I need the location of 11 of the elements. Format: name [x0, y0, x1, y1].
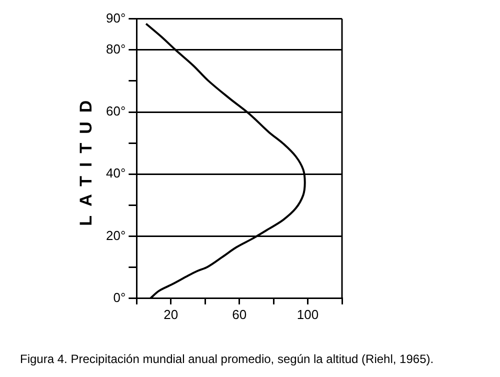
y-tick-label: 80° [106, 41, 126, 56]
y-tick-label: 90° [106, 10, 126, 26]
y-tick-label: 20° [106, 228, 126, 243]
y-tick-label: 40° [106, 166, 126, 181]
y-tick-label: 0° [113, 290, 126, 305]
text: Figura 4. Precipitación mundial anual promedio, según la altitud (Riehl, 1965). [20, 352, 435, 366]
x-tick-label: 100 [296, 306, 319, 322]
y-axis-title: LATITUD [76, 91, 96, 226]
x-tick-label: 60 [232, 306, 247, 322]
y-tick-label: 60° [106, 104, 126, 119]
x-tick-label: 20 [164, 306, 178, 322]
